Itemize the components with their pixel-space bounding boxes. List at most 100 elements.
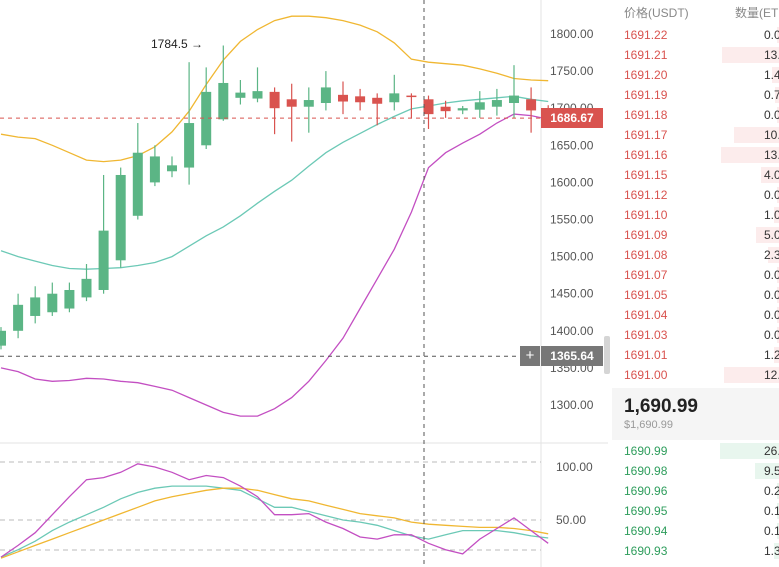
ask-row[interactable]: 1691.05 0.0 <box>612 285 779 305</box>
ask-row[interactable]: 1691.21 13.0 <box>612 45 779 65</box>
candle-body <box>132 152 143 216</box>
ask-qty: 0.0 <box>764 28 779 42</box>
bid-qty: 1.3 <box>764 544 779 558</box>
depth-bar <box>721 147 779 163</box>
bid-price: 1690.93 <box>624 544 668 558</box>
candle-body <box>252 91 263 99</box>
depth-bar <box>777 523 779 539</box>
ask-price: 1691.18 <box>624 108 668 122</box>
depth-bar <box>720 443 779 459</box>
candle-body <box>0 330 6 346</box>
candle-body <box>457 108 468 111</box>
ask-row[interactable]: 1691.10 1.0 <box>612 205 779 225</box>
depth-bar <box>768 247 779 263</box>
ask-row[interactable]: 1691.00 12.3 <box>612 365 779 385</box>
depth-bar <box>777 307 779 323</box>
y-tick-label: 1800.00 <box>550 27 594 41</box>
ask-price: 1691.00 <box>624 368 668 382</box>
ask-qty: 0.0 <box>764 288 779 302</box>
ask-row[interactable]: 1691.04 0.0 <box>612 305 779 325</box>
candlestick-chart-svg[interactable]: 1800.001750.001700.001650.001600.001550.… <box>0 0 608 567</box>
depth-bar <box>775 87 779 103</box>
ask-row[interactable]: 1691.17 10.0 <box>612 125 779 145</box>
ask-price: 1691.09 <box>624 228 668 242</box>
candle-body <box>269 91 280 109</box>
depth-bar <box>777 503 779 519</box>
depth-bar <box>772 67 779 83</box>
ask-row[interactable]: 1691.07 0.0 <box>612 265 779 285</box>
order-book: 价格(USDT) 数量(ET 1691.220.01691.2113.01691… <box>612 0 779 567</box>
ask-row[interactable]: 1691.16 13.1 <box>612 145 779 165</box>
bid-row[interactable]: 1690.93 1.3 <box>612 541 779 561</box>
bid-row[interactable]: 1690.98 9.5 <box>612 461 779 481</box>
depth-bar <box>761 167 779 183</box>
bid-row[interactable]: 1690.94 0.1 <box>612 521 779 541</box>
add-alert-plus-icon[interactable]: + <box>520 346 540 366</box>
ask-qty: 1.4 <box>764 68 779 82</box>
bid-price: 1690.95 <box>624 504 668 518</box>
depth-bar <box>756 227 779 243</box>
ask-qty: 5.0 <box>764 228 779 242</box>
ask-qty: 0.0 <box>764 308 779 322</box>
high-price-annotation: 1784.5 → <box>151 37 204 51</box>
bid-row[interactable]: 1690.99 26.0 <box>612 441 779 461</box>
candle-body <box>167 165 177 172</box>
ask-qty: 1.2 <box>764 348 779 362</box>
ask-price: 1691.05 <box>624 288 668 302</box>
ask-qty: 10.0 <box>764 128 779 142</box>
depth-bar <box>777 483 779 499</box>
candle-body <box>320 87 331 104</box>
bid-row[interactable]: 1690.95 0.1 <box>612 501 779 521</box>
ask-price: 1691.04 <box>624 308 668 322</box>
candle-body <box>13 304 24 331</box>
bid-qty: 0.2 <box>764 484 779 498</box>
bid-row[interactable]: 1690.96 0.2 <box>612 481 779 501</box>
depth-bar <box>777 187 779 203</box>
ask-row[interactable]: 1691.15 4.0 <box>612 165 779 185</box>
panel-collapse-handle[interactable] <box>604 336 610 374</box>
ask-qty: 0.7 <box>764 88 779 102</box>
bid-price: 1690.94 <box>624 524 668 538</box>
depth-bar <box>777 27 779 43</box>
depth-bar <box>755 463 779 479</box>
last-price-tag: 1686.67 <box>541 108 603 128</box>
y-tick-label: 1750.00 <box>550 64 594 78</box>
price-chart[interactable]: 1800.001750.001700.001650.001600.001550.… <box>0 0 610 567</box>
ask-qty: 2.3 <box>764 248 779 262</box>
candle-body <box>526 99 537 111</box>
ask-row[interactable]: 1691.09 5.0 <box>612 225 779 245</box>
ask-qty: 13.0 <box>764 48 779 62</box>
boll-mid-line <box>0 95 549 270</box>
candle-body <box>235 92 246 98</box>
bid-qty: 0.1 <box>764 524 779 538</box>
crosshair-price-tag: 1365.64 <box>541 346 603 366</box>
y-tick-label: 1400.00 <box>550 324 594 338</box>
candle-body <box>355 96 366 103</box>
ask-row[interactable]: 1691.20 1.4 <box>612 65 779 85</box>
order-book-header: 价格(USDT) 数量(ET <box>624 4 779 22</box>
mid-price-usd: $1,690.99 <box>624 419 673 431</box>
ask-row[interactable]: 1691.18 0.0 <box>612 105 779 125</box>
ask-row[interactable]: 1691.01 1.2 <box>612 345 779 365</box>
depth-bar <box>777 287 779 303</box>
mid-price-panel: 1,690.99 $1,690.99 <box>612 388 779 440</box>
ask-price: 1691.16 <box>624 148 668 162</box>
y-tick-label: 1650.00 <box>550 138 594 152</box>
depth-bar <box>724 367 779 383</box>
bid-price: 1690.96 <box>624 484 668 498</box>
ask-row[interactable]: 1691.08 2.3 <box>612 245 779 265</box>
ask-qty: 0.0 <box>764 328 779 342</box>
ask-row[interactable]: 1691.22 0.0 <box>612 25 779 45</box>
ask-row[interactable]: 1691.12 0.0 <box>612 185 779 205</box>
bid-qty: 9.5 <box>764 464 779 478</box>
y-tick-label: 1450.00 <box>550 287 594 301</box>
ask-row[interactable]: 1691.19 0.7 <box>612 85 779 105</box>
candle-body <box>423 99 434 115</box>
ask-qty: 1.0 <box>764 208 779 222</box>
boll-lower-line <box>0 113 549 417</box>
ask-price: 1691.08 <box>624 248 668 262</box>
ask-row[interactable]: 1691.03 0.0 <box>612 325 779 345</box>
depth-bar <box>774 543 779 559</box>
candle-body <box>115 174 126 261</box>
candle-body <box>218 82 229 120</box>
